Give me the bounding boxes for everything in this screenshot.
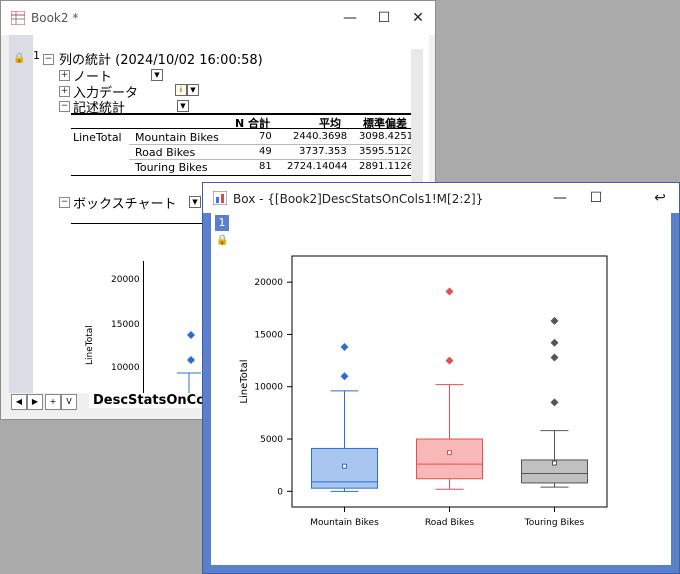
input-dropdown[interactable]: ▼ <box>187 84 199 96</box>
section-title: 列の統計 (2024/10/02 16:00:58) <box>59 53 263 68</box>
table-cell: 2724.14044 <box>287 161 348 172</box>
table-cell: Road Bikes <box>135 146 196 159</box>
maximize-button[interactable]: ☐ <box>377 10 391 26</box>
x-tick-label: Mountain Bikes <box>310 518 379 528</box>
row-rule <box>129 144 411 145</box>
input-label: 入力データ <box>73 86 139 101</box>
mean-marker <box>552 460 557 466</box>
outlier-point <box>550 398 559 407</box>
graph-icon <box>213 191 227 205</box>
header-mean: 平均 <box>319 117 341 130</box>
boxchart-label: ボックスチャート <box>73 197 177 212</box>
y-tick-label: 20000 <box>254 278 283 288</box>
minimize-button[interactable]: — <box>343 10 357 26</box>
row-header <box>9 35 33 393</box>
y-tick-label: 15000 <box>254 330 283 340</box>
table-cell: Touring Bikes <box>135 161 208 174</box>
table-cell: 2440.3698 <box>293 131 348 142</box>
outlier-point <box>445 287 454 296</box>
table-bottom-rule <box>71 175 411 176</box>
graph-titlebar[interactable]: Box - {[Book2]DescStatsOnCols1!M[2:2]} —… <box>203 183 679 213</box>
mini-tick: 20000 <box>111 275 140 285</box>
mini-outlier <box>187 356 195 364</box>
mini-ylabel: LineTotal <box>85 325 95 365</box>
y-tick-label: 0 <box>277 487 283 497</box>
outlier-point <box>445 356 454 365</box>
add-sheet-button[interactable]: + <box>45 394 61 410</box>
book-title: Book2 * <box>31 11 79 25</box>
layer-badge[interactable]: 1 <box>215 215 229 231</box>
mini-box-glyphs <box>177 331 201 393</box>
expand-input-icon[interactable]: + <box>59 86 70 97</box>
header-n: N 合計 <box>235 117 271 130</box>
collapse-stats-icon[interactable]: − <box>59 101 70 112</box>
prev-sheet-button[interactable]: ◀ <box>11 394 27 410</box>
mean-marker <box>342 463 347 469</box>
x-tick-label: Touring Bikes <box>524 518 585 528</box>
expand-notes-icon[interactable]: + <box>59 70 70 81</box>
mean-marker <box>447 450 452 456</box>
notes-dropdown[interactable]: ▼ <box>151 69 163 81</box>
table-cell: 3098.4251 <box>359 131 414 142</box>
graph-title: Box - {[Book2]DescStatsOnCols1!M[2:2]} <box>233 192 484 206</box>
next-sheet-button[interactable]: ▶ <box>27 394 43 410</box>
collapse-icon[interactable]: − <box>43 54 54 65</box>
outlier-point <box>340 372 349 381</box>
box-chart[interactable]: 0 5000 10000 15000 20000 LineTotal Mountain Bi… <box>211 213 671 565</box>
close-button[interactable]: ✕ <box>412 10 424 26</box>
minimize-button[interactable]: — <box>553 190 567 206</box>
mini-outlier <box>187 331 195 339</box>
row-number: 1 <box>33 49 40 62</box>
stats-dropdown[interactable]: ▼ <box>177 100 189 112</box>
outlier-point <box>550 353 559 362</box>
table-cell: 3595.5120 <box>359 146 414 157</box>
sheet-list-button[interactable]: V <box>61 394 77 410</box>
collapse-boxchart-icon[interactable]: − <box>59 197 70 208</box>
outlier-point <box>550 316 559 325</box>
sheet-tab[interactable]: DescStatsOnCo <box>89 393 210 408</box>
box <box>416 438 483 480</box>
x-tick-label: Road Bikes <box>425 518 475 528</box>
table-cell: 2891.1126 <box>359 161 414 172</box>
book-titlebar[interactable]: Book2 * — ☐ ✕ <box>1 1 435 35</box>
y-tick-label: 10000 <box>254 383 283 393</box>
outlier-point <box>340 342 349 351</box>
stats-label: 記述統計 <box>73 101 126 116</box>
mini-y-axis <box>143 261 144 393</box>
outlier-point <box>550 338 559 347</box>
table-cell: 81 <box>259 161 272 172</box>
notes-label: ノート <box>73 70 113 85</box>
header-rule <box>71 128 411 129</box>
table-top-rule <box>71 113 411 115</box>
maximize-button[interactable]: ☐ <box>589 190 603 206</box>
y-tick-label: 5000 <box>260 435 283 445</box>
header-sd: 標準偏差 <box>363 117 407 130</box>
graph-window[interactable]: Box - {[Book2]DescStatsOnCols1!M[2:2]} —… <box>202 182 680 574</box>
restore-button[interactable]: ↩ <box>654 190 666 206</box>
row-rule <box>129 159 411 160</box>
box <box>521 459 588 484</box>
lock-icon: 🔒 <box>216 235 229 246</box>
graph-page[interactable]: 1 🔒 0 5000 10000 15000 20000 LineTotal Mountai… <box>211 213 671 565</box>
boxchart-dropdown[interactable]: ▼ <box>189 196 201 208</box>
table-cell: 70 <box>259 131 272 142</box>
table-cell: 3737.353 <box>299 146 347 157</box>
table-cell: Mountain Bikes <box>135 131 219 144</box>
row-label: LineTotal <box>73 131 122 144</box>
workbook-icon <box>11 11 25 25</box>
lock-icon: 🔒 <box>13 53 26 64</box>
mini-tick: 10000 <box>111 363 140 373</box>
y-axis-label: LineTotal <box>239 359 250 403</box>
table-cell: 49 <box>259 146 272 157</box>
info-icon[interactable]: i <box>175 84 187 96</box>
mini-tick: 15000 <box>111 320 140 330</box>
